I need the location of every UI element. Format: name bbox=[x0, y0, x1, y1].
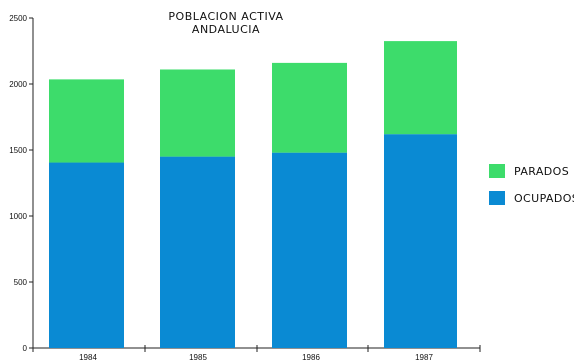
y-tick-label: 2500 bbox=[9, 14, 27, 23]
legend-swatch-parados bbox=[489, 164, 505, 178]
axis-labels: 0 500 1000 1500 2000 2500 1984 1985 1986 1987 bbox=[9, 14, 433, 362]
bars bbox=[49, 41, 457, 348]
y-tick-label: 2000 bbox=[9, 80, 27, 89]
y-tick-label: 1000 bbox=[9, 212, 27, 221]
chart-title-line-2: ANDALUCIA bbox=[192, 23, 260, 36]
bar-parados-1984 bbox=[49, 79, 124, 163]
legend-swatch-ocupados bbox=[489, 191, 505, 205]
bar-parados-1986 bbox=[272, 62, 347, 153]
bar-parados-1985 bbox=[160, 69, 235, 157]
bar-parados-1987 bbox=[384, 41, 457, 135]
bar-ocupados-1986 bbox=[272, 152, 347, 348]
y-tick-label: 1500 bbox=[9, 146, 27, 155]
bar-ocupados-1985 bbox=[160, 156, 235, 348]
chart-title: POBLACION ACTIVA ANDALUCIA bbox=[168, 10, 283, 36]
legend-label-parados: PARADOS bbox=[514, 165, 569, 178]
x-tick-label: 1984 bbox=[79, 353, 97, 362]
y-tick-label: 500 bbox=[14, 278, 28, 287]
bar-ocupados-1984 bbox=[49, 162, 124, 348]
legend: PARADOS OCUPADOS bbox=[489, 164, 574, 205]
y-tick-label: 0 bbox=[23, 344, 28, 353]
chart-title-line-1: POBLACION ACTIVA bbox=[168, 10, 283, 23]
x-tick-label: 1985 bbox=[189, 353, 207, 362]
bar-ocupados-1987 bbox=[384, 134, 457, 348]
x-tick-label: 1986 bbox=[302, 353, 320, 362]
x-tick-label: 1987 bbox=[415, 353, 433, 362]
legend-label-ocupados: OCUPADOS bbox=[514, 192, 574, 205]
